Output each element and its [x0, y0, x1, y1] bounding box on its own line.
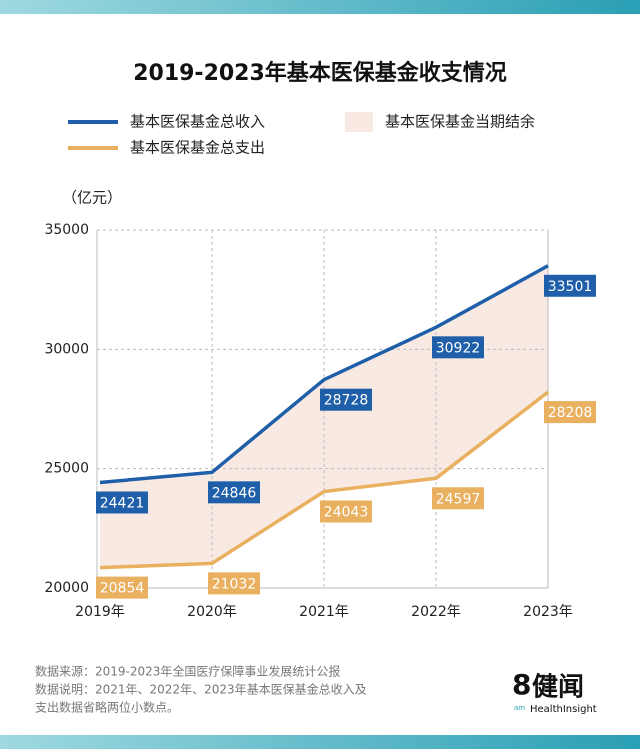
value-label: 28208 — [548, 405, 593, 421]
value-label-box — [320, 500, 372, 523]
legend-label: 基本医保基金当期结余 — [385, 113, 535, 131]
value-label: 24043 — [324, 505, 369, 521]
y-tick-label: 25000 — [44, 461, 89, 477]
y-tick-label: 30000 — [44, 341, 89, 357]
x-tick-label: 2019年 — [75, 604, 125, 620]
y-tick-label: 20000 — [44, 580, 89, 596]
value-label-box — [544, 274, 596, 297]
bottom-band — [0, 735, 640, 749]
logo-english: HealthInsight — [530, 704, 597, 715]
value-label-box — [544, 401, 596, 424]
value-label: 20854 — [100, 581, 145, 597]
value-label-box — [96, 491, 148, 514]
logo-mark: 8 — [512, 668, 531, 701]
legend-swatch — [345, 112, 373, 132]
x-tick-label: 2021年 — [299, 604, 349, 620]
x-tick-label: 2023年 — [523, 604, 573, 620]
legend-label: 基本医保基金总收入 — [130, 113, 265, 131]
value-label-box — [208, 572, 260, 595]
footer-note: 数据来源：2019-2023年全国医疗保障事业发展统计公报 — [35, 664, 340, 679]
value-label-box — [320, 388, 372, 411]
legend-label: 基本医保基金总支出 — [130, 139, 265, 157]
value-label: 24421 — [100, 495, 145, 511]
value-label-box — [208, 481, 260, 504]
value-label-box — [432, 487, 484, 510]
top-band — [0, 0, 640, 14]
value-label: 28728 — [324, 393, 369, 409]
y-tick-label: 35000 — [44, 222, 89, 238]
value-label-box — [432, 336, 484, 359]
logo-name: 健闻 — [532, 673, 584, 703]
value-label: 30922 — [436, 340, 481, 356]
value-label: 24846 — [212, 485, 257, 501]
footer-note: 支出数据省略两位小数点。 — [35, 700, 179, 715]
x-tick-label: 2022年 — [411, 604, 461, 620]
logo-small: am — [514, 704, 525, 712]
value-label: 21032 — [212, 576, 257, 592]
value-label: 33501 — [548, 279, 593, 295]
series-line — [99, 264, 549, 485]
series-line — [99, 390, 550, 570]
y-unit: （亿元） — [62, 189, 122, 207]
chart-title: 2019-2023年基本医保基金收支情况 — [133, 60, 507, 86]
value-label-box — [96, 576, 148, 599]
x-tick-label: 2020年 — [187, 604, 237, 620]
value-label: 24597 — [436, 491, 481, 507]
footer-note: 数据说明：2021年、2022年、2023年基本医保基金总收入及 — [35, 682, 367, 697]
